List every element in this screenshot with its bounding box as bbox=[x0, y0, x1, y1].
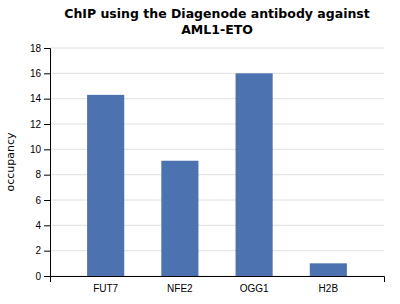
tick: 8 bbox=[35, 169, 50, 180]
axis-line bbox=[51, 277, 385, 283]
y-axis-label: occupancy bbox=[4, 132, 17, 192]
y-axis: 0 2 4 6 8 10 12 14 16 18 bbox=[30, 43, 51, 282]
axis-line bbox=[44, 49, 51, 277]
tick-label: 16 bbox=[30, 68, 42, 79]
tick-label: 8 bbox=[35, 169, 41, 180]
bar bbox=[87, 95, 124, 276]
tick-mark bbox=[44, 48, 50, 49]
tick-label: 12 bbox=[30, 119, 42, 130]
tick-label: FUT7 bbox=[93, 283, 118, 294]
plot: 0 2 4 6 8 10 12 14 16 18 FUT7 NFE2 OGG1 H2B bbox=[30, 43, 385, 294]
title-line: ChIP using the Diagenode antibody agains… bbox=[64, 6, 370, 21]
bar bbox=[236, 73, 273, 276]
chart: 0 2 4 6 8 10 12 14 16 18 FUT7 NFE2 OGG1 H2B occupancy C… bbox=[0, 0, 400, 304]
x-axis: FUT7 NFE2 OGG1 H2B bbox=[51, 277, 385, 295]
tick-mark bbox=[44, 276, 50, 277]
tick: OGG1 bbox=[240, 283, 269, 294]
tick-label: NFE2 bbox=[167, 283, 193, 294]
tick: 14 bbox=[30, 93, 50, 104]
title-line: AML1-ETO bbox=[181, 22, 253, 37]
tick: H2B bbox=[319, 283, 339, 294]
tick-mark bbox=[44, 225, 50, 226]
tick: 2 bbox=[35, 245, 50, 256]
tick-label: 6 bbox=[35, 195, 41, 206]
tick-label: 0 bbox=[35, 271, 41, 282]
tick-mark bbox=[44, 149, 50, 150]
grid-line bbox=[50, 48, 384, 49]
tick-label: OGG1 bbox=[240, 283, 269, 294]
tick-mark bbox=[44, 175, 50, 176]
grid-line bbox=[50, 73, 384, 74]
tick: 18 bbox=[30, 43, 50, 54]
tick-label: H2B bbox=[319, 283, 339, 294]
tick-mark bbox=[44, 73, 50, 74]
tick: 16 bbox=[30, 68, 50, 79]
tick: 4 bbox=[35, 220, 50, 231]
bar bbox=[310, 263, 347, 276]
tick-mark bbox=[44, 200, 50, 201]
tick-mark bbox=[44, 124, 50, 125]
tick-label: 4 bbox=[35, 220, 41, 231]
tick: 0 bbox=[35, 271, 50, 282]
tick-label: 10 bbox=[30, 144, 42, 155]
tick: 12 bbox=[30, 119, 50, 130]
grid bbox=[50, 48, 384, 276]
tick-label: 2 bbox=[35, 245, 41, 256]
tick: 6 bbox=[35, 195, 50, 206]
tick: FUT7 bbox=[93, 283, 118, 294]
bar bbox=[161, 161, 198, 276]
title: ChIP using the Diagenode antibody agains… bbox=[64, 6, 370, 37]
tick: NFE2 bbox=[167, 283, 193, 294]
tick-mark bbox=[44, 251, 50, 252]
bars bbox=[87, 73, 347, 276]
tick: 10 bbox=[30, 144, 50, 155]
tick-label: 18 bbox=[30, 43, 42, 54]
tick-label: 14 bbox=[30, 93, 42, 104]
tick-mark bbox=[44, 99, 50, 100]
